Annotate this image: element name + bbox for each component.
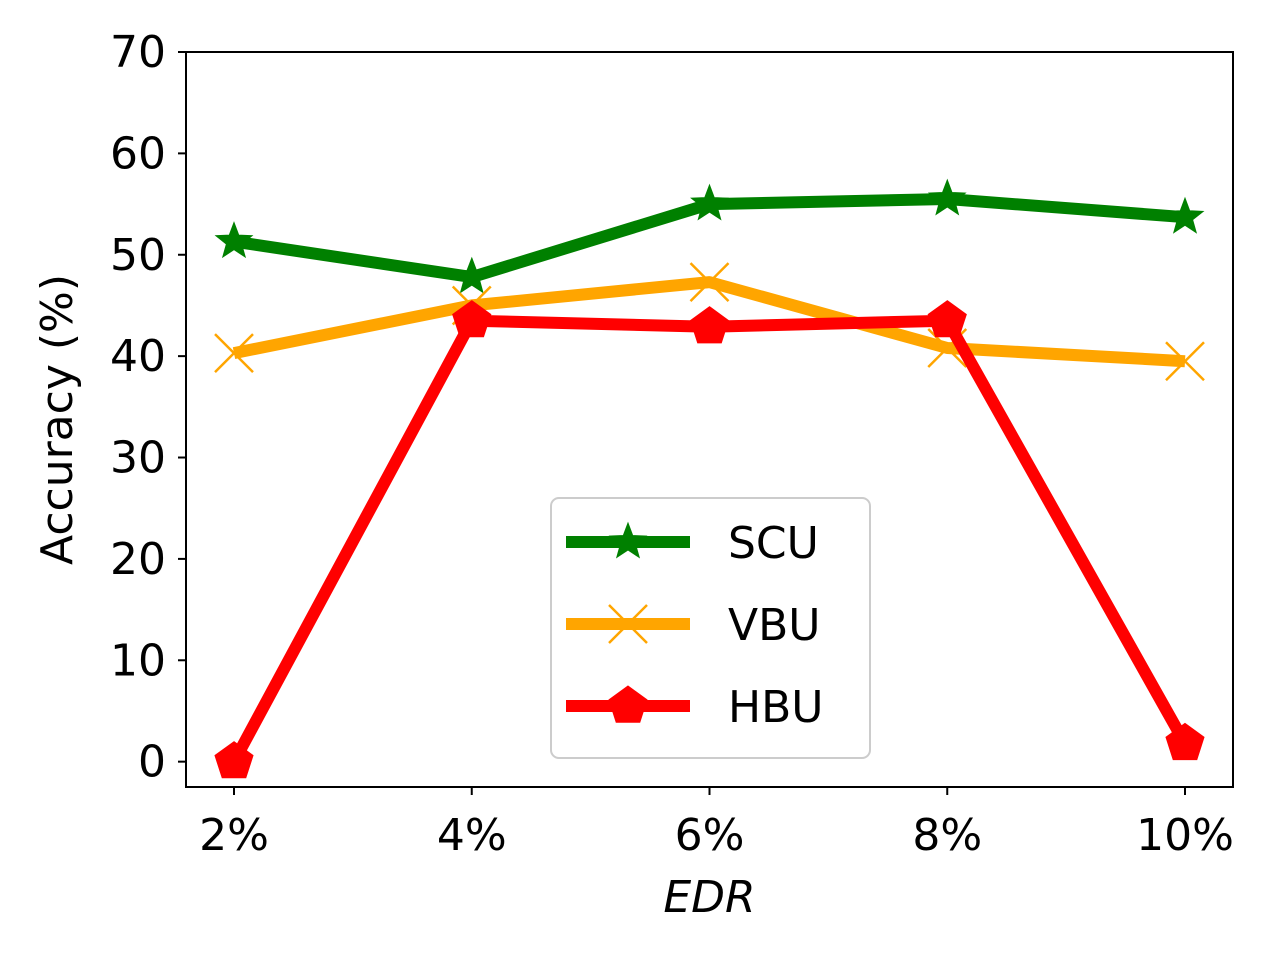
x-tick-label: 10%	[1136, 810, 1234, 861]
series-hbu	[214, 300, 1205, 779]
data-point-vbu-3	[689, 262, 730, 303]
data-point-vbu-3-stroke-b	[689, 262, 730, 303]
data-point-scu-2	[452, 256, 492, 294]
legend-marker-hbu	[608, 685, 648, 723]
plot-area	[214, 178, 1205, 779]
legend-marker-vbu	[608, 604, 648, 644]
y-tick-label: 70	[110, 27, 166, 78]
data-point-scu-3	[690, 183, 729, 221]
legend-marker-scu	[608, 521, 648, 559]
x-tick-label: 6%	[675, 810, 745, 861]
data-point-hbu-4	[927, 300, 967, 338]
data-point-vbu-5-stroke-b	[1165, 341, 1205, 382]
data-point-vbu-1-stroke-b	[214, 333, 254, 373]
y-tick-label: 30	[110, 433, 166, 484]
y-tick-label: 40	[110, 331, 166, 382]
y-tick-label: 20	[110, 534, 166, 585]
x-tick-label: 8%	[912, 810, 982, 861]
legend-marker-vbu-stroke-b	[608, 604, 648, 644]
data-point-scu-4	[927, 178, 967, 216]
legend-item-scu: SCU	[566, 518, 819, 569]
data-point-scu-5	[1165, 196, 1205, 234]
axis-ticks: 0 10 20 30 40 50 60 70 2% 4% 6% 8% 10%	[110, 27, 1234, 861]
data-point-hbu-5	[1165, 722, 1205, 761]
data-point-vbu-1	[214, 333, 254, 373]
x-tick-label: 4%	[437, 810, 507, 861]
data-point-vbu-5	[1165, 341, 1205, 382]
x-axis-title: EDR	[663, 872, 755, 923]
legend-label-hbu: HBU	[728, 682, 823, 733]
data-point-scu-1	[214, 221, 254, 259]
legend-label-vbu: VBU	[728, 600, 821, 651]
data-point-hbu-3	[689, 306, 730, 344]
legend-item-vbu: VBU	[566, 600, 821, 651]
y-tick-label: 10	[110, 635, 166, 686]
legend-item-hbu: HBU	[566, 682, 823, 733]
series-scu	[214, 178, 1205, 294]
legend-label-scu: SCU	[728, 518, 819, 569]
data-point-hbu-1	[214, 741, 254, 779]
y-tick-label: 0	[138, 737, 166, 788]
y-tick-label: 60	[110, 128, 166, 179]
y-axis-title: Accuracy (%)	[32, 274, 83, 565]
legend: SCU VBU HBU	[550, 497, 871, 759]
data-point-hbu-2	[452, 300, 492, 338]
x-tick-label: 2%	[199, 810, 269, 861]
y-tick-label: 50	[110, 230, 166, 281]
